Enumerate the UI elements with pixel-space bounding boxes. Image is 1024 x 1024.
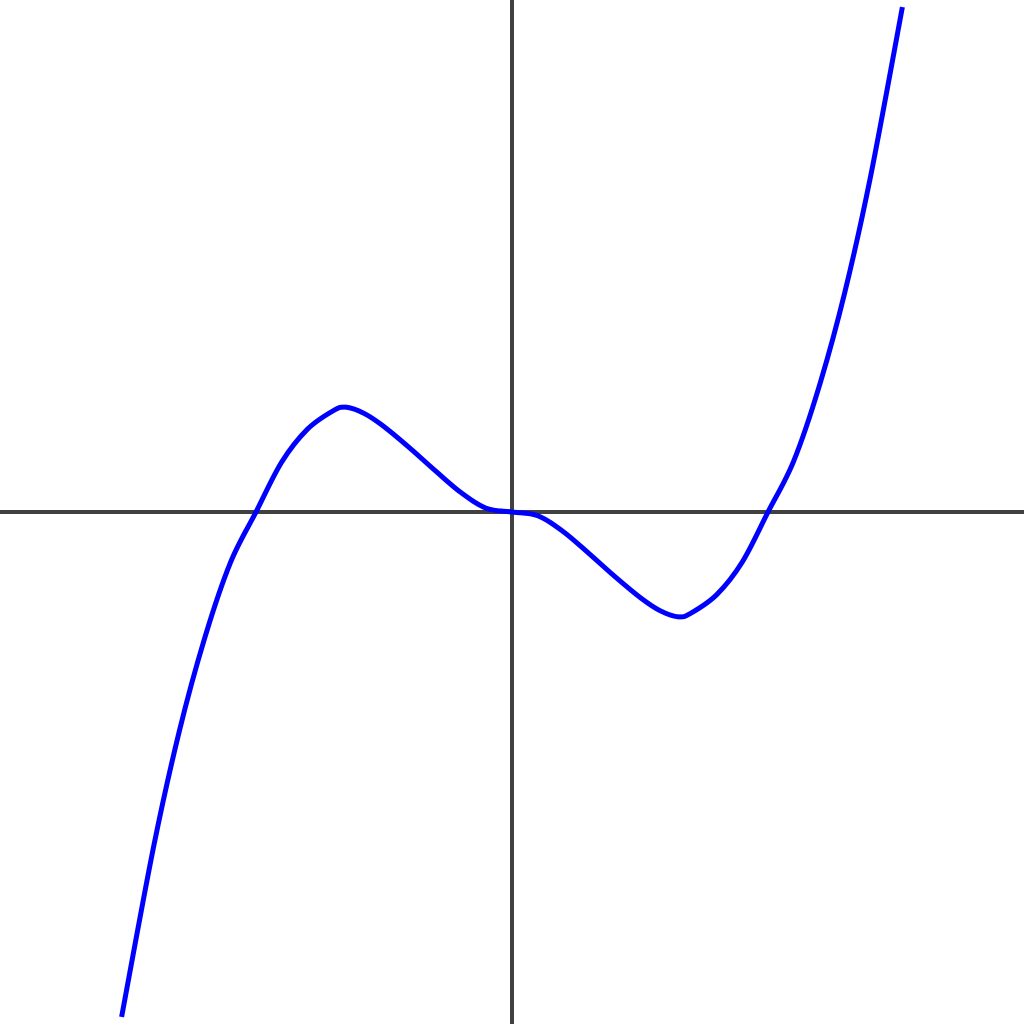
curves [119,6,905,1018]
series-line-0 [119,6,905,1018]
